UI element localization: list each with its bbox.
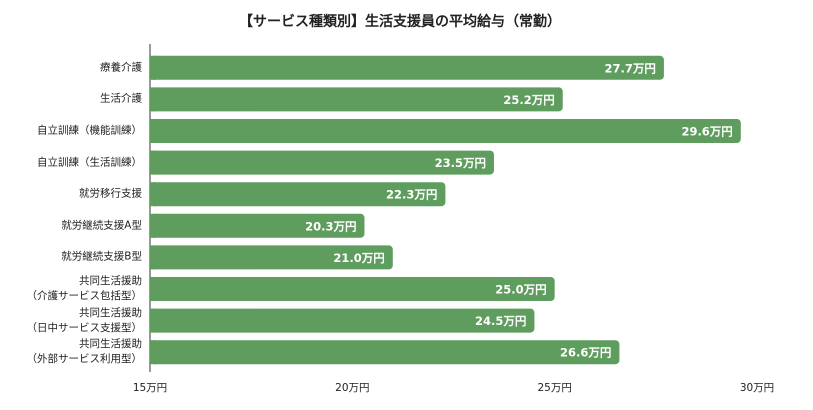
category-label: 共同生活援助 （日中サービス支援型） bbox=[26, 306, 143, 334]
value-label: 22.3万円 bbox=[386, 188, 437, 202]
bar-left-edge bbox=[150, 308, 156, 333]
value-label: 21.0万円 bbox=[333, 251, 384, 265]
category-label: 生活介護 bbox=[100, 92, 142, 105]
category-label: 就労継続支援A型 bbox=[61, 219, 142, 232]
bar-left-edge bbox=[150, 119, 156, 143]
value-label: 23.5万円 bbox=[435, 156, 486, 170]
bar-left-edge bbox=[150, 245, 156, 270]
value-label: 25.0万円 bbox=[495, 283, 546, 297]
value-label: 20.3万円 bbox=[305, 219, 356, 233]
bar-left-edge bbox=[150, 340, 156, 365]
x-tick-label: 30万円 bbox=[740, 382, 774, 394]
value-label: 27.7万円 bbox=[605, 61, 656, 75]
category-label: 療養介護 bbox=[100, 61, 142, 74]
bar-left-edge bbox=[150, 277, 156, 301]
bar bbox=[150, 277, 555, 301]
bar bbox=[150, 119, 741, 143]
category-label: 自立訓練（生活訓練） bbox=[37, 156, 142, 169]
value-label: 24.5万円 bbox=[475, 314, 526, 328]
x-tick-label: 25万円 bbox=[537, 382, 571, 394]
bar-left-edge bbox=[150, 55, 156, 80]
bar bbox=[150, 55, 664, 80]
x-tick-label: 15万円 bbox=[133, 382, 167, 394]
bar-left-edge bbox=[150, 213, 156, 238]
category-label: 就労移行支援 bbox=[79, 187, 142, 200]
value-label: 26.6万円 bbox=[560, 346, 611, 360]
bar bbox=[150, 213, 365, 238]
category-label: 就労継続支援B型 bbox=[61, 250, 142, 263]
bar bbox=[150, 87, 563, 112]
bar bbox=[150, 182, 446, 207]
category-label: 共同生活援助 （介護サービス包括型） bbox=[26, 275, 143, 302]
value-label: 29.6万円 bbox=[681, 125, 732, 139]
bar bbox=[150, 340, 620, 365]
value-label: 25.2万円 bbox=[503, 93, 554, 107]
bar-left-edge bbox=[150, 182, 156, 207]
category-label: 共同生活援助 （外部サービス利用型） bbox=[26, 338, 143, 366]
bar bbox=[150, 245, 393, 270]
bar-left-edge bbox=[150, 150, 156, 175]
x-tick-label: 20万円 bbox=[335, 382, 369, 394]
category-label: 自立訓練（機能訓練） bbox=[37, 124, 142, 137]
bar bbox=[150, 308, 535, 333]
bar-left-edge bbox=[150, 87, 156, 112]
bar bbox=[150, 150, 494, 175]
chart-title: 【サービス種類別】生活支援員の平均給与（常勤） bbox=[239, 13, 561, 30]
